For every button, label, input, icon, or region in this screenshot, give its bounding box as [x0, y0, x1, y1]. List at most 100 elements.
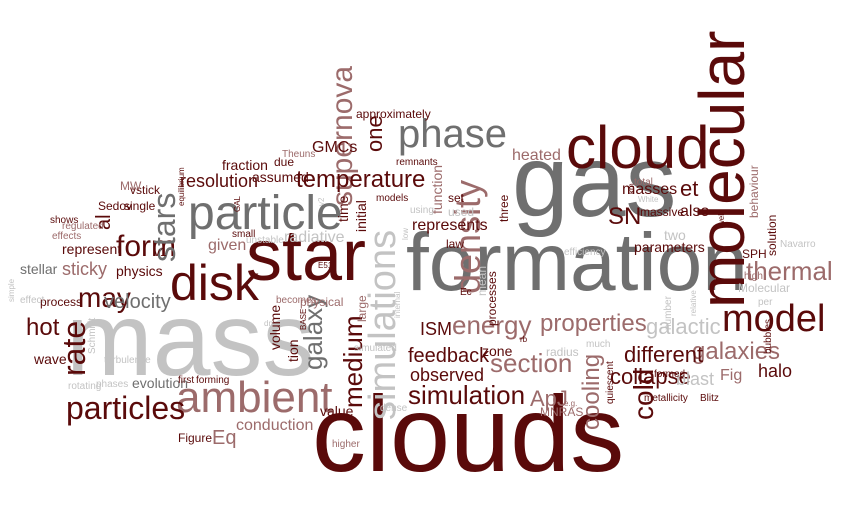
word-collapse: collapse — [610, 364, 691, 389]
word-galactic: galactic — [646, 314, 721, 339]
word-heated: heated — [512, 147, 561, 164]
word-clouds: clouds — [312, 373, 625, 494]
word-total: total — [634, 177, 653, 188]
word-molecular-small: Molecular — [738, 281, 791, 295]
word-used: used — [448, 205, 475, 219]
word-eq: Eq — [212, 427, 237, 449]
word-et: et — [680, 176, 699, 201]
word-approximately: approximately — [356, 107, 431, 121]
word-value: value — [320, 403, 354, 419]
word-fig: Fig — [720, 367, 743, 384]
word-effects: effects — [52, 231, 82, 242]
word-eg: e.g. — [564, 399, 578, 408]
word-temperature: temperature — [296, 166, 426, 193]
word-particle: particle — [188, 187, 343, 240]
word-simulations: simulations — [362, 229, 404, 420]
word-energy: energy — [452, 310, 532, 340]
word-wave: wave — [34, 351, 67, 367]
word-observed: observed — [410, 365, 485, 385]
word-v1: v1 — [154, 245, 167, 259]
word-mnras: MNRAS — [540, 405, 584, 419]
word-two: two — [664, 227, 686, 243]
word-theuns: Theuns — [282, 149, 316, 160]
word-large: large — [355, 295, 369, 322]
word-mass: mass — [66, 282, 315, 398]
word-processes: processes — [485, 271, 499, 326]
word-solution: solution — [765, 214, 779, 256]
word-model: model — [722, 298, 826, 340]
word-form: form — [116, 230, 176, 263]
word-thermal: thermal — [746, 256, 833, 286]
word-law: law — [446, 237, 465, 251]
word-physics: physics — [116, 263, 163, 279]
word-star: star — [246, 216, 367, 296]
word-feedback: feedback — [408, 345, 490, 367]
word-different: different — [624, 342, 704, 367]
word-properties: properties — [540, 310, 647, 337]
word-radiative: radiative — [284, 229, 345, 246]
word-tion: tion — [285, 339, 301, 362]
word-blast: blast — [676, 369, 715, 389]
word-cloud: cloud — [566, 114, 710, 181]
word-cooling: cooling — [578, 353, 605, 430]
word-gas: gas — [512, 124, 677, 238]
word-white: White — [638, 195, 659, 204]
word-physical: physical — [300, 295, 344, 309]
word-ec: Ec — [460, 287, 472, 298]
word-ambient: ambient — [176, 373, 333, 422]
word-apj: ApJ — [530, 386, 568, 411]
word-metallicity: metallicity — [644, 393, 688, 404]
word-hot: hot — [26, 314, 60, 341]
word-given: given — [208, 237, 247, 254]
word-medium: medium — [338, 315, 368, 408]
word-fraction: fraction — [222, 157, 268, 173]
word-formation: formation — [406, 217, 748, 308]
word-vstick: vstick — [130, 183, 160, 197]
word-galaxies: galaxies — [692, 338, 781, 365]
word-simple: simple — [7, 278, 16, 302]
word-velocity: velocity — [104, 291, 171, 313]
word-relative: relative — [689, 290, 698, 316]
word-first: first — [178, 375, 195, 386]
word-number: number — [663, 296, 674, 330]
word-turbulence: turbulence — [104, 355, 151, 366]
word-gal: GAL — [233, 195, 242, 212]
word-blitz: Blitz — [700, 393, 719, 404]
word-e51: E51 — [318, 261, 333, 270]
word-sn: SN — [608, 203, 642, 230]
word-may: may — [78, 282, 131, 313]
word-disk: disk — [170, 255, 259, 311]
word-dense: dense — [380, 403, 408, 414]
word-parameters: parameters — [634, 239, 705, 255]
word-three: three — [497, 194, 511, 222]
word-models: models — [376, 193, 409, 204]
word-unstable: unstable — [246, 235, 284, 246]
word-phase: phase — [398, 112, 507, 156]
word-regulated: regulated — [62, 221, 104, 232]
word-sedov: Sedov — [98, 199, 133, 213]
word-dn: dn — [264, 319, 273, 328]
word-equilibrium: equilibrium — [177, 167, 186, 206]
word-conduction: conduction — [236, 417, 314, 434]
word-sph: SPH — [742, 247, 767, 261]
word-rotating: rotating — [68, 381, 102, 392]
word-rb: rb — [520, 335, 528, 344]
word-sticky: sticky — [62, 259, 107, 279]
word-halo: halo — [758, 361, 793, 381]
word-per: per — [758, 297, 773, 308]
word-high: high — [744, 271, 763, 282]
word-bubbles: bubbles — [763, 318, 774, 354]
word-assumed: assumed — [252, 169, 309, 185]
word-navarro: Navarro — [780, 239, 816, 250]
word-process: process — [40, 295, 83, 309]
word-km: km — [627, 183, 636, 194]
word-schmidt: Schmidt — [87, 317, 98, 354]
word-evolution: evolution — [132, 375, 189, 391]
word-gmcs: GMCs — [312, 139, 358, 156]
word-masses: masses — [622, 181, 678, 198]
word-effect: effect — [20, 295, 45, 306]
word-small: small — [232, 229, 256, 240]
word-quiescent: quiescent — [605, 361, 616, 404]
word-behaviour: behaviour — [747, 165, 761, 218]
word-much: much — [586, 339, 611, 350]
